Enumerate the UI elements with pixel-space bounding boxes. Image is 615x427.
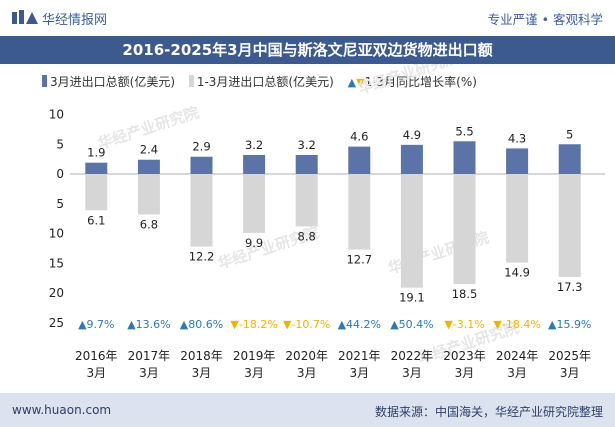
cumulative-bar (506, 174, 529, 263)
y-tick-label: 25 (49, 316, 64, 330)
cumulative-bar (558, 174, 581, 277)
monthly-bar-label: 4.6 (350, 130, 368, 144)
cumulative-bar-label: 19.1 (399, 291, 425, 305)
bars: 1.9 6.1 2.4 6.8 2.9 12.2 3.2 9.9 3.2 8.8 4.6 12.7 4.… (85, 124, 583, 305)
y-tick-label: 5 (56, 137, 64, 151)
monthly-bar-label: 4.3 (508, 131, 526, 145)
monthly-bar-label: 5.5 (455, 124, 473, 138)
growth-label: ▼-3.1% (444, 318, 484, 331)
monthly-bar (453, 141, 476, 174)
growth-label: ▲9.7% (78, 318, 114, 331)
legend-growth-label: 1-3月同比增长率(%) (364, 75, 477, 89)
y-tick-label: 5 (56, 197, 64, 211)
x-tick-label: 2023年 3月 (443, 349, 486, 380)
cumulative-bar-label: 17.3 (557, 280, 583, 294)
growth-label: ▼-18.2% (230, 318, 277, 331)
legend-monthly-swatch (42, 75, 47, 87)
cumulative-bar (243, 174, 266, 233)
watermark-text: 华经产业研究院 (356, 64, 461, 98)
footer-url[interactable]: www.huaon.com (12, 403, 112, 417)
cumulative-bar (85, 174, 108, 211)
monthly-bar (190, 156, 213, 174)
x-tick-label: 2018年 3月 (180, 349, 223, 380)
legend: 3月进出口总额(亿美元) 1-3月进出口总额(亿美元) ▲▼1-3月同比增长率(… (42, 73, 487, 90)
y-tick-label: 10 (49, 227, 64, 241)
x-tick-label: 2021年 3月 (338, 349, 381, 380)
monthly-bar (243, 154, 266, 174)
x-tick-label: 2024年 3月 (496, 349, 539, 380)
monthly-bar (137, 159, 160, 174)
monthly-bar-label: 2.4 (140, 143, 158, 157)
y-tick-label: 0 (56, 167, 64, 181)
monthly-bar (506, 148, 529, 174)
monthly-bar-label: 4.9 (403, 128, 421, 142)
site-name: 华经情报网 (42, 13, 108, 28)
footer-bar (0, 393, 615, 427)
growth-label: ▼-10.7% (283, 318, 330, 331)
y-tick-label: 20 (49, 286, 64, 300)
legend-cumulative-label: 1-3月进出口总额(亿美元) (196, 75, 334, 89)
x-tick-label: 2016年 3月 (75, 349, 118, 380)
growth-label: ▲44.2% (338, 318, 381, 331)
slogan-dot: • (541, 12, 549, 27)
monthly-bar-label: 5 (566, 127, 573, 141)
cumulative-bar (190, 174, 213, 247)
cumulative-bar (295, 174, 318, 227)
legend-cumulative: 1-3月进出口总额(亿美元) (188, 73, 334, 90)
legend-down-triangle-icon: ▼ (356, 76, 365, 89)
y-axis: 10 5 0 5 10 15 20 25 (49, 108, 605, 330)
growth-row: ▲9.7% ▲13.6% ▲80.6% ▼-18.2% ▼-10.7% ▲44.2% ▲50… (78, 318, 591, 331)
y-tick-label: 15 (49, 256, 64, 270)
legend-up-triangle-icon: ▲ (347, 76, 357, 89)
chart-title: 2016-2025年3月中国与斯洛文尼亚双边货物进出口额 (122, 41, 493, 59)
monthly-bar (295, 154, 318, 174)
monthly-bar (400, 144, 423, 174)
bar-logo-icon (12, 10, 38, 24)
x-tick-label: 2019年 3月 (233, 349, 276, 380)
cumulative-bar-label: 12.2 (189, 250, 215, 264)
slogan-left: 专业严谨 (487, 12, 538, 27)
cumulative-bar-label: 9.9 (245, 236, 263, 250)
monthly-bar (85, 162, 108, 174)
growth-label: ▲80.6% (180, 318, 223, 331)
legend-monthly: 3月进出口总额(亿美元) (42, 73, 175, 90)
cumulative-bar-label: 12.7 (346, 253, 372, 267)
x-tick-label: 2022年 3月 (391, 349, 434, 380)
top-bar: 华经情报网 专业严谨 • 客观科学 (0, 0, 615, 36)
cumulative-bar-label: 6.1 (87, 213, 105, 227)
x-axis: 2016年 3月 2017年 3月 2018年 3月 2019年 3月 2020年 3月 2021年… (75, 349, 591, 380)
cumulative-bar-label: 6.8 (140, 217, 158, 231)
monthly-bar-label: 1.9 (87, 146, 105, 160)
growth-label: ▲13.6% (127, 318, 170, 331)
legend-monthly-label: 3月进出口总额(亿美元) (50, 75, 175, 89)
monthly-bar-label: 3.2 (245, 138, 263, 152)
slogan: 专业严谨 • 客观科学 (488, 9, 603, 28)
cumulative-bar (453, 174, 476, 285)
x-tick-label: 2020年 3月 (285, 349, 328, 380)
cumulative-bar (137, 174, 160, 215)
y-tick-label: 10 (49, 108, 64, 122)
x-tick-label: 2025年 3月 (548, 349, 591, 380)
monthly-bar-label: 3.2 (298, 138, 316, 152)
cumulative-bar-label: 8.8 (298, 229, 316, 243)
growth-label: ▲50.4% (390, 318, 433, 331)
monthly-bar (348, 146, 371, 174)
cumulative-bar-label: 18.5 (452, 287, 478, 301)
cumulative-bar (348, 174, 371, 250)
x-tick-label: 2017年 3月 (128, 349, 171, 380)
monthly-bar (558, 144, 581, 174)
slogan-right: 客观科学 (552, 12, 603, 27)
growth-label: ▲15.9% (548, 318, 591, 331)
legend-cumulative-swatch (188, 75, 194, 87)
growth-label: ▼-18.4% (493, 318, 540, 331)
cumulative-bar (400, 174, 423, 288)
monthly-bar-label: 2.9 (192, 140, 210, 154)
footer-source: 数据来源：中国海关，华经产业研究院整理 (374, 405, 603, 419)
legend-growth: ▲▼1-3月同比增长率(%) (348, 73, 477, 90)
title-bar (0, 36, 615, 64)
cumulative-bar-label: 14.9 (504, 266, 530, 280)
